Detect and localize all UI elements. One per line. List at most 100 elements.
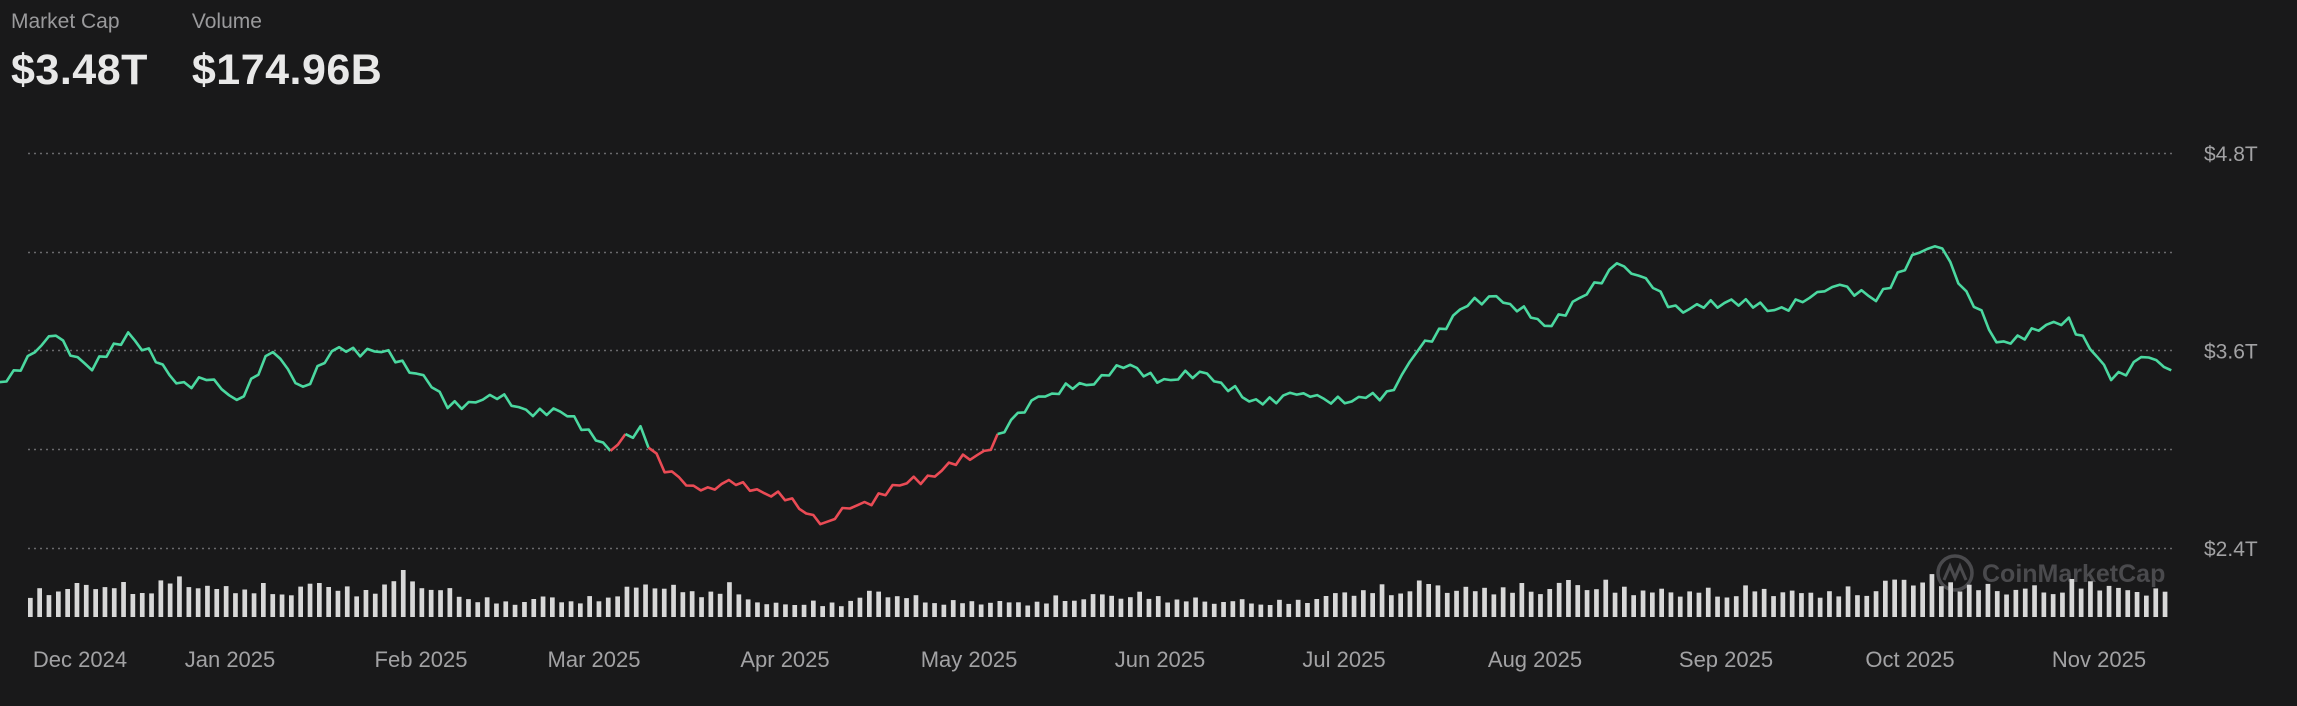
volume-bar xyxy=(1584,590,1590,617)
volume-bar xyxy=(1855,595,1860,617)
volume-bar xyxy=(1146,598,1152,617)
volume-bar xyxy=(1491,594,1497,617)
volume-bar xyxy=(2004,594,2009,617)
volume-bar xyxy=(1342,592,1348,617)
volume-bar xyxy=(512,604,518,617)
volume-bar xyxy=(764,604,770,617)
volume-bar xyxy=(1594,589,1599,617)
volume-bar xyxy=(1817,597,1823,617)
volume-bar xyxy=(2088,581,2093,617)
volume-bar xyxy=(988,602,993,617)
volume-bar xyxy=(1873,591,1879,617)
volume-bar xyxy=(1696,592,1702,617)
volume-bar xyxy=(1174,599,1180,617)
market-cap-label: Market Cap xyxy=(11,10,120,33)
volume-bar xyxy=(587,596,592,617)
watermark: CoinMarketCap xyxy=(1936,554,2165,592)
volume-value: $174.96B xyxy=(191,46,383,94)
volume-bar xyxy=(242,589,248,617)
volume-bar xyxy=(326,587,331,617)
volume-bar xyxy=(1258,604,1264,617)
volume-bar xyxy=(1426,584,1431,617)
volume-bar xyxy=(596,601,602,617)
volume-bar xyxy=(102,587,108,617)
volume-bar xyxy=(1733,596,1739,617)
volume-bar xyxy=(419,588,425,617)
volume-bar xyxy=(2041,592,2047,617)
volume-bar xyxy=(1193,597,1198,617)
volume-bar xyxy=(1407,591,1413,617)
volume-bar xyxy=(867,590,872,617)
volume-bar xyxy=(1053,595,1059,617)
x-axis-labels: Dec 2024 Jan 2025 Feb 2025 Mar 2025 Apr 2025… xyxy=(33,647,2146,672)
volume-bar xyxy=(363,590,369,617)
volume-bar xyxy=(400,570,406,617)
volume-bar xyxy=(1398,593,1403,617)
volume-bar xyxy=(1435,585,1441,617)
volume-bar xyxy=(1659,588,1664,617)
volume-bar xyxy=(699,597,704,617)
volume-bar xyxy=(540,596,546,617)
volume-bar xyxy=(904,598,909,617)
volume-bar xyxy=(1883,580,1888,617)
volume-bar xyxy=(1389,595,1394,617)
volume-bar xyxy=(708,591,714,617)
volume-label: Volume xyxy=(191,10,262,33)
volume-bar xyxy=(1603,579,1609,617)
volume-bar xyxy=(1379,584,1385,617)
volume-bar xyxy=(2134,592,2140,617)
volume-bar xyxy=(177,576,182,617)
volume-bar xyxy=(1239,599,1245,617)
volume-bar xyxy=(372,593,378,617)
volume-bar xyxy=(1249,603,1254,617)
volume-bar xyxy=(1183,601,1189,617)
volume-bar xyxy=(1808,592,1814,617)
volume-bar xyxy=(624,586,630,617)
volume-bar xyxy=(1827,591,1832,617)
volume-bar xyxy=(186,587,192,617)
volume-bar xyxy=(1538,594,1543,617)
volume-bar xyxy=(1687,591,1692,617)
volume-bar xyxy=(83,584,89,617)
volume-bar xyxy=(1361,590,1366,617)
volume-bar xyxy=(1267,605,1273,617)
volume-bar xyxy=(1211,603,1217,617)
volume-bar xyxy=(1528,591,1534,617)
volume-bar xyxy=(484,597,490,617)
coinmarketcap-logo-icon xyxy=(1936,554,1974,592)
volume-bar xyxy=(494,603,499,617)
volume-bar xyxy=(783,604,788,617)
price-line-segment xyxy=(647,433,999,526)
x-tick-label: May 2025 xyxy=(921,647,1018,672)
volume-bar xyxy=(829,602,835,617)
volume-bar xyxy=(1845,586,1851,617)
volume-bar xyxy=(158,580,164,617)
volume-stat: Volume $174.96B xyxy=(192,8,383,98)
volume-bar xyxy=(130,594,136,617)
volume-bar xyxy=(727,582,732,617)
volume-bar xyxy=(1677,596,1683,617)
market-cap-value: $3.48T xyxy=(11,46,148,94)
volume-bar xyxy=(307,583,313,617)
volume-bar xyxy=(1575,585,1581,617)
volume-bar xyxy=(1771,596,1776,617)
volume-bar xyxy=(689,591,695,617)
x-tick-label: Oct 2025 xyxy=(1865,647,1954,672)
price-line-segment xyxy=(997,245,2172,436)
price-line xyxy=(0,245,2172,526)
volume-bar xyxy=(410,581,415,617)
volume-bar xyxy=(1351,595,1357,617)
x-tick-label: Apr 2025 xyxy=(740,647,829,672)
volume-bar xyxy=(2013,589,2019,617)
volume-bar xyxy=(428,589,434,617)
volume-bar xyxy=(1929,574,1935,617)
volume-bar xyxy=(1612,592,1618,617)
volume-bar xyxy=(1044,603,1049,617)
volume-bar xyxy=(1109,595,1114,617)
volume-bar xyxy=(2116,587,2121,617)
volume-bar xyxy=(167,583,173,617)
volume-bar xyxy=(1090,594,1096,617)
volume-bar xyxy=(941,604,947,617)
volume-bar xyxy=(1454,590,1459,617)
